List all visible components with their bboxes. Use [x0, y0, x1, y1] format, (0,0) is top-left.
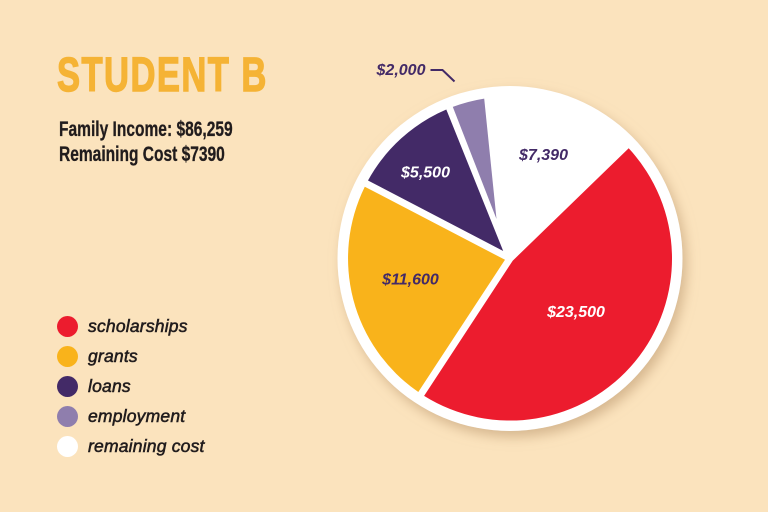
svg-text:$5,500: $5,500 [400, 165, 450, 182]
svg-text:$11,600: $11,600 [381, 272, 439, 289]
svg-text:$23,500: $23,500 [546, 304, 605, 321]
svg-text:$2,000: $2,000 [376, 62, 426, 79]
svg-text:$7,390: $7,390 [518, 147, 568, 164]
